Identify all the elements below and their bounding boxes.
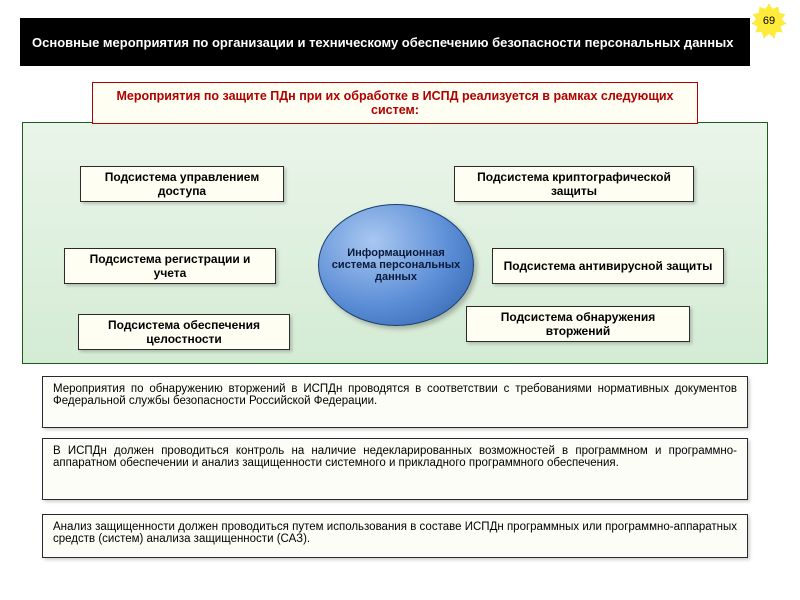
note-2: В ИСПДн должен проводиться контроль на н… [42, 438, 748, 500]
box-antivirus-label: Подсистема антивирусной защиты [504, 259, 713, 273]
note-3: Анализ защищенности должен проводиться п… [42, 514, 748, 558]
box-crypto-label: Подсистема криптографической защиты [465, 170, 683, 198]
page-number-badge: 69 [752, 4, 786, 38]
box-intrusion: Подсистема обнаружения вторжений [466, 306, 690, 342]
slide-header: Основные мероприятия по организации и те… [20, 18, 750, 66]
box-registration: Подсистема регистрации и учета [64, 248, 276, 284]
center-circle: Информационная система персональных данн… [318, 204, 474, 326]
box-registration-label: Подсистема регистрации и учета [75, 252, 265, 280]
note-1-text: Мероприятия по обнаружению вторжений в И… [53, 383, 737, 407]
box-access: Подсистема управлением доступа [80, 166, 284, 202]
box-integrity-label: Подсистема обеспечения целостности [89, 318, 279, 346]
box-crypto: Подсистема криптографической защиты [454, 166, 694, 202]
box-access-label: Подсистема управлением доступа [91, 170, 273, 198]
systems-title-text: Мероприятия по защите ПДн при их обработ… [101, 89, 689, 117]
note-3-text: Анализ защищенности должен проводиться п… [53, 521, 737, 545]
systems-title-box: Мероприятия по защите ПДн при их обработ… [92, 82, 698, 124]
page-number: 69 [763, 15, 775, 27]
note-1: Мероприятия по обнаружению вторжений в И… [42, 376, 748, 428]
box-antivirus: Подсистема антивирусной защиты [492, 248, 724, 284]
box-integrity: Подсистема обеспечения целостности [78, 314, 290, 350]
slide-title: Основные мероприятия по организации и те… [32, 35, 733, 50]
note-2-text: В ИСПДн должен проводиться контроль на н… [53, 445, 737, 469]
box-intrusion-label: Подсистема обнаружения вторжений [477, 310, 679, 338]
center-circle-label: Информационная система персональных данн… [327, 247, 465, 283]
